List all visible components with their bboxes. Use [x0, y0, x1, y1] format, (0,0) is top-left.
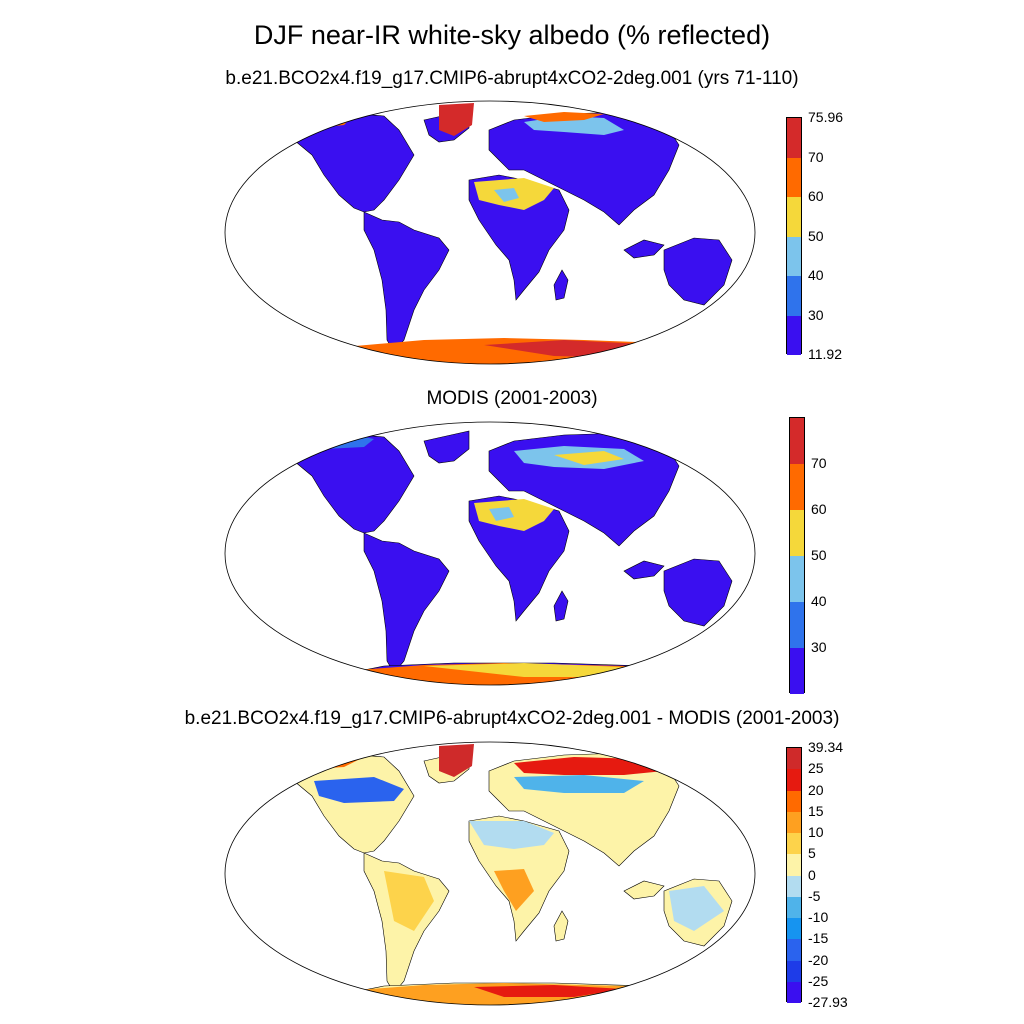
- colorbar-label: 30: [811, 639, 827, 655]
- colorbar-swatches: [786, 747, 802, 1003]
- land-mask: [283, 109, 755, 364]
- colorbar-label: -25: [808, 972, 829, 989]
- colorbar-swatch: [787, 197, 801, 237]
- colorbar-swatch: [787, 315, 801, 355]
- colorbar-swatches: [789, 417, 805, 694]
- model-colorbar: 11.92 30 40 50 60 70 75.96: [786, 109, 866, 362]
- colorbar-swatch: [787, 981, 801, 1003]
- colorbar-label: 0: [808, 866, 816, 883]
- colorbar-swatch: [787, 960, 801, 982]
- colorbar-label: 40: [808, 267, 824, 283]
- colorbar-label: -10: [808, 909, 829, 925]
- panel-2-title: MODIS (2001-2003): [426, 388, 598, 409]
- colorbar-swatches: [786, 117, 802, 355]
- modis-albedo-map: [224, 421, 756, 686]
- colorbar-swatch: [787, 896, 801, 918]
- colorbar-label: 20: [808, 781, 824, 798]
- colorbar-swatch: [790, 418, 804, 464]
- difference-colorbar: -27.93 -25 -20 -15 -10 -5 0 5 10 15 20 25 39.34: [786, 739, 866, 1010]
- colorbar-swatch: [790, 464, 804, 510]
- colorbar-label: -20: [808, 951, 829, 968]
- colorbar-label: 60: [808, 188, 824, 204]
- colorbar-swatch: [787, 157, 801, 197]
- colorbar-label: -15: [808, 930, 829, 947]
- panel-3-title: b.e21.BCO2x4.f19_g17.CMIP6-abrupt4xCO2-2…: [184, 708, 840, 729]
- colorbar-label: 50: [811, 547, 827, 563]
- colorbar-swatch: [787, 833, 801, 855]
- difference-map: [224, 741, 756, 1006]
- colorbar-label: 40: [811, 593, 827, 609]
- colorbar-swatch: [787, 790, 801, 812]
- colorbar-label: 30: [808, 306, 824, 323]
- colorbar-label: 75.96: [808, 109, 844, 125]
- colorbar-swatch: [787, 276, 801, 316]
- colorbar-swatch: [787, 769, 801, 791]
- map-boundary: [224, 100, 756, 365]
- colorbar-label: 5: [808, 845, 816, 862]
- colorbar-swatch: [787, 875, 801, 897]
- colorbar-swatch: [790, 648, 804, 694]
- figure-title: DJF near-IR white-sky albedo (% reflecte…: [253, 20, 771, 50]
- colorbar-swatch: [787, 811, 801, 833]
- colorbar-swatch: [787, 939, 801, 961]
- colorbar-label: 70: [808, 148, 824, 165]
- colorbar-swatch: [787, 748, 801, 770]
- colorbar-swatch: [787, 918, 801, 940]
- colorbar-swatch: [787, 118, 801, 158]
- colorbar-swatch: [790, 602, 804, 648]
- colorbar-label: 15: [808, 802, 824, 819]
- colorbar-swatch: [787, 236, 801, 276]
- colorbar-label: 60: [811, 501, 827, 517]
- colorbar-label: 39.34: [808, 739, 844, 755]
- colorbar-label: 25: [808, 760, 824, 777]
- model-albedo-map: [224, 100, 756, 365]
- modis-colorbar: 30 40 50 60 70: [789, 417, 869, 694]
- colorbar-label: -5: [808, 887, 821, 904]
- colorbar-swatch: [790, 510, 804, 556]
- colorbar-label: 11.92: [808, 346, 842, 362]
- panel-1-title: b.e21.BCO2x4.f19_g17.CMIP6-abrupt4xCO2-2…: [225, 68, 799, 89]
- colorbar-label: 70: [811, 455, 827, 471]
- colorbar-swatch: [790, 556, 804, 602]
- colorbar-label: 50: [808, 227, 824, 244]
- colorbar-swatch: [787, 854, 801, 876]
- colorbar-label: -27.93: [808, 994, 848, 1010]
- colorbar-label: 10: [808, 824, 824, 840]
